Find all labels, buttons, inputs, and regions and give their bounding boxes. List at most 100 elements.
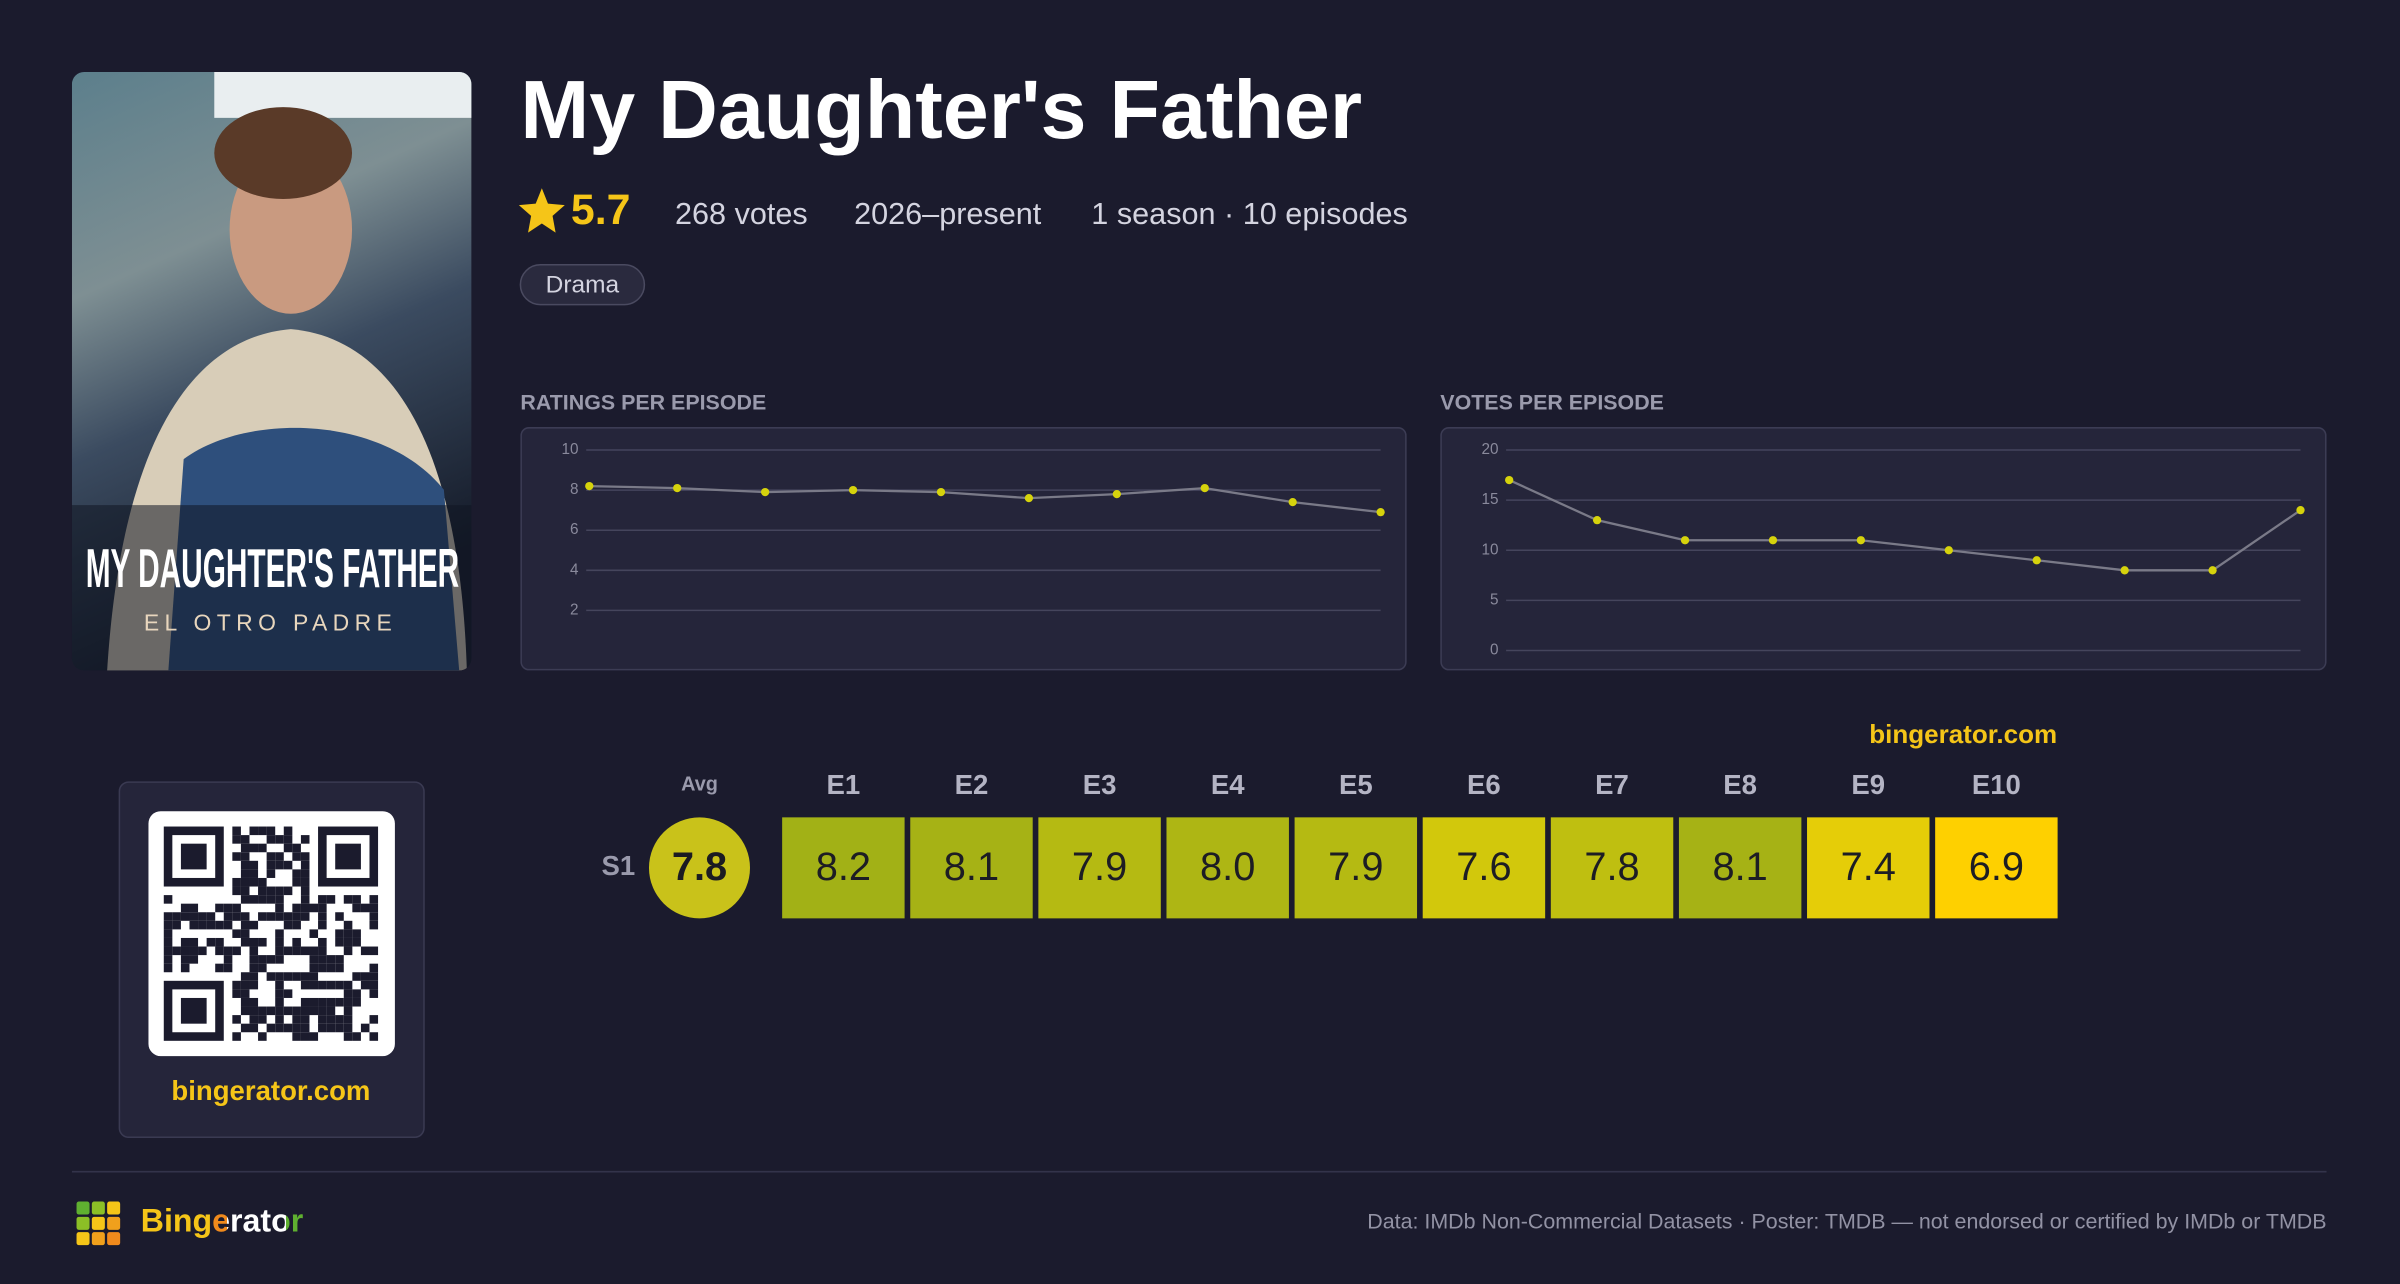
qr-module [300, 1015, 310, 1024]
qr-module [206, 920, 216, 930]
qr-module [223, 955, 233, 964]
qr-module [232, 1032, 241, 1041]
qr-module [309, 955, 319, 964]
watermark: bingerator.com [1869, 719, 2057, 749]
qr-module [309, 963, 319, 973]
qr-module [215, 946, 224, 956]
qr-caption: bingerator.com [171, 1075, 370, 1106]
qr-module [360, 972, 370, 981]
chart-title: RATINGS PER EPISODE [520, 391, 766, 415]
qr-module [275, 980, 284, 990]
poster [71, 71, 472, 671]
qr-module [326, 963, 336, 973]
qr-module [266, 826, 276, 836]
years: 2026–present [854, 197, 1042, 231]
qr-module [352, 903, 361, 913]
qr-module [360, 1023, 370, 1033]
qr-module [275, 989, 284, 998]
point [1200, 483, 1209, 493]
qr-module [343, 1023, 353, 1033]
qr-finder [335, 843, 361, 870]
qr-module [163, 937, 173, 947]
qr-module [258, 877, 267, 887]
qr-module [326, 1015, 336, 1024]
qr-module [249, 895, 259, 904]
qr-module [292, 1015, 301, 1024]
qr-module [258, 826, 267, 836]
qr-module [215, 920, 224, 930]
qr-module [318, 997, 327, 1007]
chart-panel [520, 427, 1407, 671]
qr-module [343, 989, 353, 998]
logo-cell [91, 1216, 105, 1230]
qr-module [369, 946, 379, 956]
point [1768, 536, 1778, 545]
qr-module [352, 1032, 361, 1041]
qr-module [275, 912, 284, 921]
qr-module [215, 937, 224, 947]
qr-module [232, 886, 241, 896]
qr-module [249, 869, 259, 878]
episode-label: E9 [1851, 769, 1885, 800]
qr-module [335, 929, 344, 938]
qr-module [240, 835, 250, 844]
qr-module [266, 955, 276, 964]
rating-value: 7.9 [1072, 845, 1127, 889]
rating-value: 8.1 [944, 845, 999, 889]
qr-module [240, 895, 250, 904]
point [1024, 493, 1034, 503]
qr-module [283, 1023, 293, 1033]
y-tick-label: 15 [1481, 491, 1498, 508]
qr-module [318, 980, 327, 990]
qr-module [275, 937, 284, 947]
point [2296, 506, 2305, 515]
logo-cell [107, 1232, 121, 1246]
qr-module [292, 972, 301, 981]
episode-label: E5 [1339, 769, 1373, 800]
rating-value: 8.1 [1712, 845, 1767, 889]
qr-module [369, 1015, 379, 1024]
avg-badge [648, 817, 751, 919]
qr-module [283, 972, 293, 981]
qr-module [318, 912, 327, 921]
poster-subtitle: EL OTRO PADRE [144, 610, 401, 636]
point [1856, 536, 1866, 545]
y-tick-label: 6 [570, 521, 579, 538]
y-tick-label: 2 [570, 601, 579, 618]
qr-module [343, 980, 353, 990]
episode-label: E2 [955, 769, 989, 800]
qr-module [326, 1023, 336, 1033]
qr-module [343, 946, 353, 956]
qr-module [309, 929, 319, 938]
qr-module [352, 895, 361, 904]
qr-module [240, 1023, 250, 1033]
rating-cell [1422, 817, 1546, 919]
qr-module [300, 886, 310, 896]
qr-module [275, 835, 284, 844]
qr-module [240, 972, 250, 981]
qr-module [309, 903, 319, 913]
qr-module [343, 1015, 353, 1024]
qr-module [163, 929, 173, 938]
point [673, 483, 682, 493]
qr-module [266, 1006, 276, 1016]
qr-module [292, 1023, 301, 1033]
qr-module [249, 972, 259, 981]
qr-module [258, 843, 267, 853]
rating: 5.7 [571, 186, 631, 234]
qr-module [249, 963, 259, 973]
episode-label: E10 [1972, 769, 2021, 800]
qr-module [275, 1023, 284, 1033]
qr-module [300, 877, 310, 887]
qr-module [275, 946, 284, 956]
y-tick-label: 5 [1490, 591, 1499, 608]
qr-module [275, 860, 284, 870]
qr-module [189, 920, 199, 930]
qr-module [240, 860, 250, 870]
votes: 268 votes [675, 197, 808, 231]
qr-module [223, 963, 233, 973]
qr-module [283, 920, 293, 930]
qr-module [309, 1032, 319, 1041]
qr-module [369, 1032, 379, 1041]
qr-module [163, 920, 173, 930]
